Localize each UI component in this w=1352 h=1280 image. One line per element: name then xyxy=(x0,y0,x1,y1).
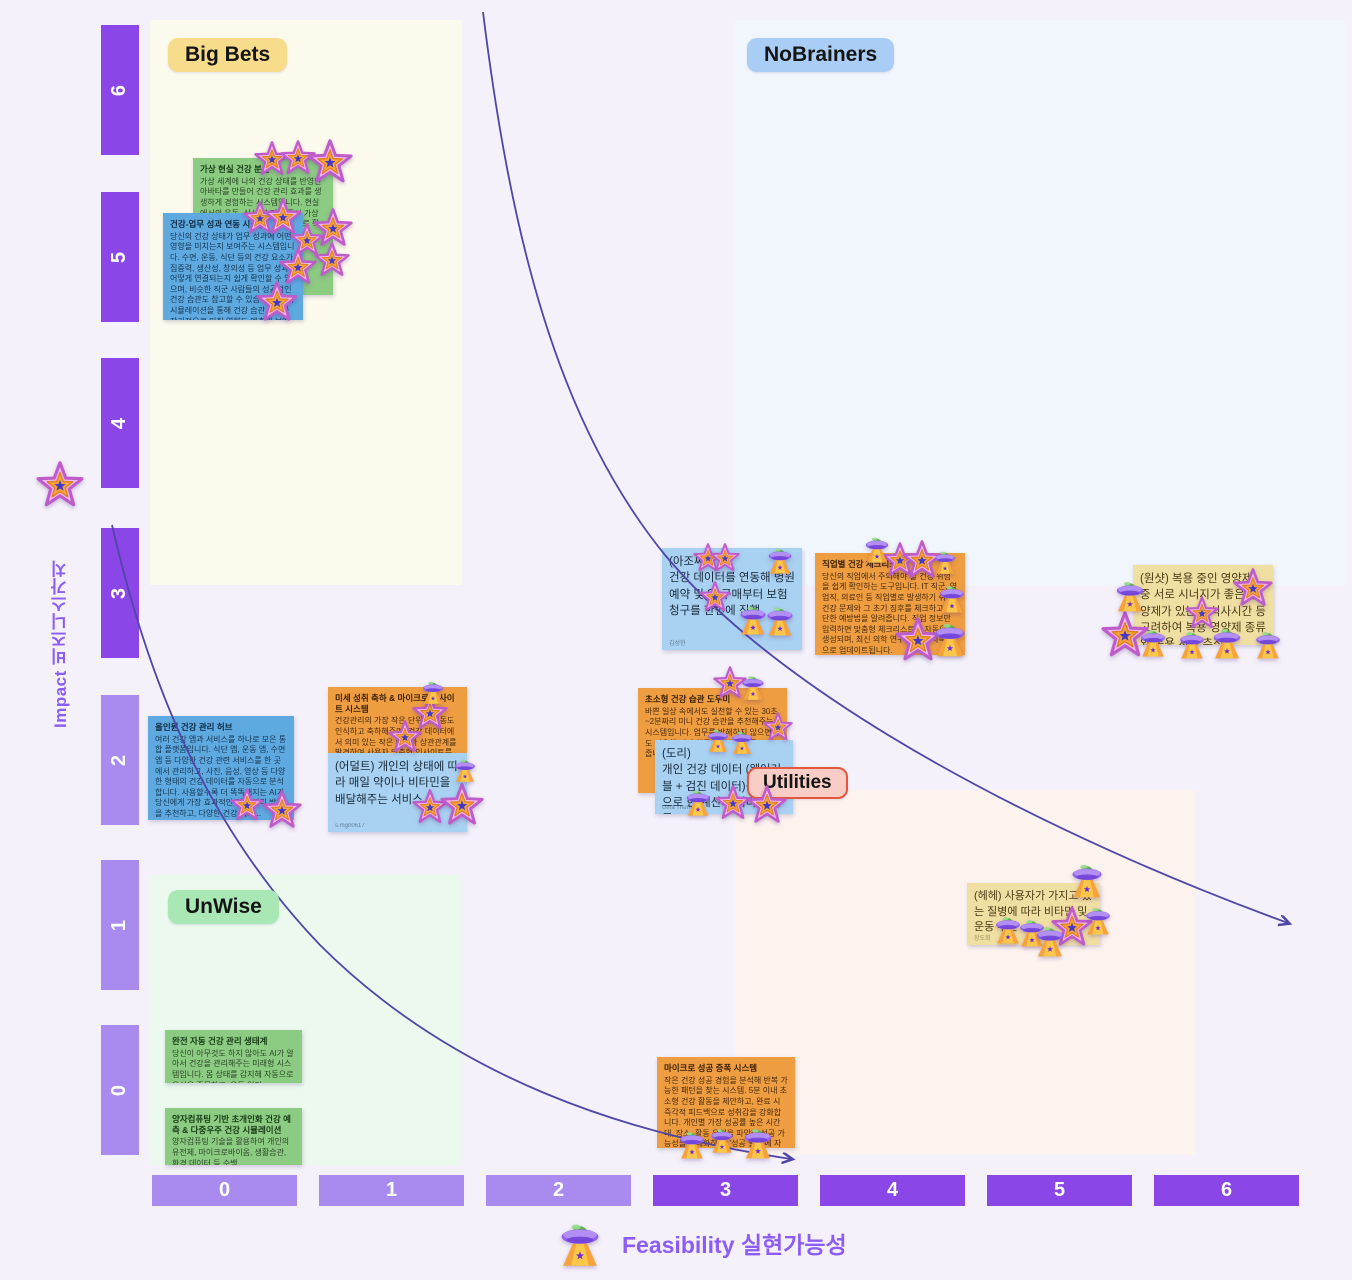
ufo-sticker-icon[interactable] xyxy=(681,783,715,817)
y-axis-tick-4: 4 xyxy=(101,358,139,488)
note-author: s.mgn0617 xyxy=(335,823,365,829)
star-sticker-icon[interactable] xyxy=(1233,568,1273,608)
star-sticker-icon[interactable] xyxy=(747,785,787,825)
ufo-sticker-icon[interactable] xyxy=(1030,918,1070,958)
note-title: 올인원 건강 관리 허브 xyxy=(155,722,233,732)
ufo-sticker-icon[interactable] xyxy=(738,1120,778,1160)
ufo-sticker-icon[interactable] xyxy=(1135,622,1171,658)
star-sticker-icon[interactable] xyxy=(256,281,298,323)
note-title: 건강-업무 성과 연동 시스템 xyxy=(170,219,266,229)
x-axis-legend: Feasibility 실현가능성 xyxy=(552,1212,847,1273)
quadrant-pill-big-bets[interactable]: Big Bets xyxy=(168,38,288,72)
star-sticker-icon[interactable] xyxy=(262,790,302,830)
tick-label: 3 xyxy=(108,587,131,599)
ufo-sticker-icon[interactable] xyxy=(674,1124,710,1160)
y-axis-tick-5: 5 xyxy=(101,192,139,322)
x-axis-tick-0: 0 xyxy=(152,1175,297,1206)
y-axis-tick-3: 3 xyxy=(101,528,139,658)
star-sticker-icon[interactable] xyxy=(763,712,793,742)
tick-label: 0 xyxy=(108,1084,131,1096)
ufo-sticker-icon[interactable] xyxy=(934,578,970,614)
tick-label: 4 xyxy=(108,417,131,429)
y-axis-tick-0: 0 xyxy=(101,1025,139,1155)
tick-label: 6 xyxy=(108,84,131,96)
star-sticker-icon[interactable] xyxy=(388,720,422,754)
ufo-sticker-icon[interactable] xyxy=(1065,855,1109,899)
x-axis-tick-1: 1 xyxy=(319,1175,464,1206)
x-axis-tick-5: 5 xyxy=(987,1175,1132,1206)
star-sticker-icon[interactable] xyxy=(699,581,731,613)
y-axis-tick-6: 6 xyxy=(101,25,139,155)
note-title: 마이크로 성공 증폭 시스템 xyxy=(664,1063,758,1073)
ufo-sticker-icon[interactable] xyxy=(737,669,769,701)
ufo-sticker-icon[interactable] xyxy=(706,1122,738,1154)
y-axis-tick-1: 1 xyxy=(101,860,139,990)
quadrant-area-nobrainers xyxy=(735,20,1345,585)
ufo-sticker-icon[interactable] xyxy=(763,541,797,575)
note-title: 완전 자동 건강 관리 생태계 xyxy=(172,1036,268,1046)
quadrant-pill-nobrainers[interactable]: NoBrainers xyxy=(747,38,895,72)
ufo-sticker-icon[interactable] xyxy=(418,675,448,705)
ufo-sticker-icon[interactable] xyxy=(1174,624,1210,660)
x-axis-tick-3: 3 xyxy=(653,1175,798,1206)
quadrant-pill-unwise[interactable]: UnWise xyxy=(168,890,279,924)
ufo-sticker-icon[interactable] xyxy=(1250,624,1286,660)
note-title: 양자컴퓨팅 기반 초개인화 건강 예측 & 다중우주 건강 시뮬레이션 xyxy=(172,1114,291,1135)
ufo-sticker-icon[interactable] xyxy=(727,725,757,755)
tick-label: 5 xyxy=(108,251,131,263)
x-axis-tick-4: 4 xyxy=(820,1175,965,1206)
tick-label: 2 xyxy=(108,754,131,766)
star-sticker-icon[interactable] xyxy=(710,543,740,573)
ufo-sticker-icon[interactable] xyxy=(1207,620,1247,660)
ufo-sticker-icon[interactable] xyxy=(930,545,960,575)
feasibility-axis-ufo-icon xyxy=(552,1212,608,1273)
ufo-sticker-icon[interactable] xyxy=(1110,573,1150,613)
quadrant-area-utilities xyxy=(735,790,1195,1155)
tick-label: 1 xyxy=(108,919,131,931)
ufo-sticker-icon[interactable] xyxy=(450,753,480,783)
star-sticker-icon[interactable] xyxy=(314,242,350,278)
star-sticker-icon[interactable] xyxy=(440,783,484,827)
star-sticker-icon[interactable] xyxy=(230,788,264,822)
note-body: 당신이 아무것도 하지 않아도 AI가 알아서 건강을 관리해주는 미래형 시스… xyxy=(172,1048,294,1083)
note-author: 장도희 xyxy=(974,936,991,942)
y-axis-tick-2: 2 xyxy=(101,695,139,825)
x-axis-label: Feasibility 실현가능성 xyxy=(622,1231,847,1258)
sticky-note-quantum-simulation[interactable]: 양자컴퓨팅 기반 초개인화 건강 예측 & 다중우주 건강 시뮬레이션 양자컴퓨… xyxy=(165,1108,302,1165)
y-axis-label: Impact 비즈니스가치 xyxy=(51,559,70,728)
ufo-sticker-icon[interactable] xyxy=(1080,900,1116,936)
impact-axis-star-icon xyxy=(36,461,84,509)
x-axis-tick-2: 2 xyxy=(486,1175,631,1206)
ufo-sticker-icon[interactable] xyxy=(761,599,799,637)
sticky-note-auto-ecosystem[interactable]: 완전 자동 건강 관리 생태계 당신이 아무것도 하지 않아도 AI가 알아서 … xyxy=(165,1030,302,1083)
note-body: 양자컴퓨팅 기술을 활용하여 개인의 유전체, 마이크로바이옴, 생활습관, 환… xyxy=(172,1137,290,1165)
star-sticker-icon[interactable] xyxy=(715,785,751,821)
note-title: 가상 현실 건강 분신 xyxy=(200,164,270,174)
ufo-sticker-icon[interactable] xyxy=(928,614,972,658)
note-author: 김성현 xyxy=(669,641,686,647)
x-axis-tick-6: 6 xyxy=(1154,1175,1299,1206)
ufo-sticker-icon[interactable] xyxy=(860,530,894,564)
note-body: 당신의 건강 상태가 업무 성과에 어떤 영향을 미치는지 보여주는 시스템입니… xyxy=(170,231,296,320)
star-sticker-icon[interactable] xyxy=(307,139,353,185)
